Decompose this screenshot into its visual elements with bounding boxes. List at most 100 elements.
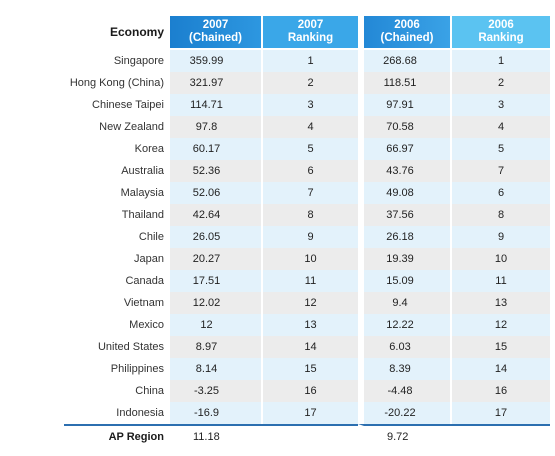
value-2007-cell: 12.02 [170,292,261,314]
table-row: Mexico 12 13 12.22 12 [64,314,550,336]
header-2006-ranking: 2006 Ranking [450,16,550,48]
table-row: Australia 52.36 6 43.76 7 [64,160,550,182]
rank-2007-cell: 7 [261,182,358,204]
rank-2006-cell: 6 [450,182,550,204]
rank-2006-cell: 8 [450,204,550,226]
economy-cell: Mexico [64,314,170,336]
economy-cell: Korea [64,138,170,160]
table-row: United States 8.97 14 6.03 15 [64,336,550,358]
table-row: Thailand 42.64 8 37.56 8 [64,204,550,226]
rank-2006-cell: 3 [450,94,550,116]
table-row: Malaysia 52.06 7 49.08 6 [64,182,550,204]
value-2006-cell: 19.39 [358,248,450,270]
table-row: Canada 17.51 11 15.09 11 [64,270,550,292]
value-2006-cell: -20.22 [358,402,450,424]
rank-2007-cell: 6 [261,160,358,182]
economy-cell: China [64,380,170,402]
value-2006-cell: 97.91 [358,94,450,116]
table-body: Singapore 359.99 1 268.68 1 Hong Kong (China)… [64,50,550,424]
value-2007-cell: 20.27 [170,248,261,270]
rank-2007-cell: 3 [261,94,358,116]
value-2007-cell: 17.51 [170,270,261,292]
economy-cell: Hong Kong (China) [64,72,170,94]
footer-economy: AP Region [64,424,170,448]
economy-cell: United States [64,336,170,358]
table-row: China -3.25 16 -4.48 16 [64,380,550,402]
rank-2007-cell: 4 [261,116,358,138]
table-row: New Zealand 97.8 4 70.58 4 [64,116,550,138]
header-2007-chained: 2007 (Chained) [170,16,261,48]
rank-2006-cell: 16 [450,380,550,402]
header-row: Economy 2007 (Chained) 2007 Ranking 2006 (C… [64,16,550,48]
value-2006-cell: 70.58 [358,116,450,138]
rank-2006-cell: 5 [450,138,550,160]
rank-2007-cell: 5 [261,138,358,160]
table-row: Korea 60.17 5 66.97 5 [64,138,550,160]
table-row: Japan 20.27 10 19.39 10 [64,248,550,270]
value-2007-cell: 26.05 [170,226,261,248]
rank-2007-cell: 1 [261,50,358,72]
table-row: Indonesia -16.9 17 -20.22 17 [64,402,550,424]
value-2007-cell: 52.06 [170,182,261,204]
economy-cell: Japan [64,248,170,270]
rank-2006-cell: 11 [450,270,550,292]
table-row: Vietnam 12.02 12 9.4 13 [64,292,550,314]
economy-cell: New Zealand [64,116,170,138]
value-2007-cell: 12 [170,314,261,336]
table-row: Hong Kong (China) 321.97 2 118.51 2 [64,72,550,94]
value-2007-cell: 42.64 [170,204,261,226]
table-row: Chinese Taipei 114.71 3 97.91 3 [64,94,550,116]
economy-cell: Thailand [64,204,170,226]
rank-2006-cell: 13 [450,292,550,314]
value-2006-cell: 8.39 [358,358,450,380]
rank-2007-cell: 13 [261,314,358,336]
rank-2007-cell: 10 [261,248,358,270]
rank-2007-cell: 14 [261,336,358,358]
rank-2006-cell: 15 [450,336,550,358]
header-2006-chained: 2006 (Chained) [358,16,450,48]
value-2006-cell: 37.56 [358,204,450,226]
economy-cell: Philippines [64,358,170,380]
rank-2006-cell: 7 [450,160,550,182]
rank-2007-cell: 15 [261,358,358,380]
economy-cell: Canada [64,270,170,292]
value-2007-cell: 60.17 [170,138,261,160]
value-2007-cell: -3.25 [170,380,261,402]
economy-cell: Malaysia [64,182,170,204]
value-2007-cell: 97.8 [170,116,261,138]
rank-2007-cell: 9 [261,226,358,248]
economy-cell: Australia [64,160,170,182]
table-row: Philippines 8.14 15 8.39 14 [64,358,550,380]
value-2006-cell: 43.76 [358,160,450,182]
rank-2007-cell: 2 [261,72,358,94]
value-2006-cell: 49.08 [358,182,450,204]
economy-cell: Chile [64,226,170,248]
rank-2007-cell: 17 [261,402,358,424]
rank-2007-cell: 11 [261,270,358,292]
economy-rankings-table: Economy 2007 (Chained) 2007 Ranking 2006 (C… [64,16,550,448]
rank-2006-cell: 9 [450,226,550,248]
table-row: Chile 26.05 9 26.18 9 [64,226,550,248]
rank-2007-cell: 16 [261,380,358,402]
footer-2006-rank [450,424,550,448]
rank-2006-cell: 4 [450,116,550,138]
rank-2006-cell: 12 [450,314,550,336]
rankings-table-container: Economy 2007 (Chained) 2007 Ranking 2006 (C… [64,16,550,448]
value-2006-cell: 12.22 [358,314,450,336]
economy-cell: Indonesia [64,402,170,424]
value-2007-cell: 321.97 [170,72,261,94]
value-2007-cell: -16.9 [170,402,261,424]
value-2006-cell: 9.4 [358,292,450,314]
value-2006-cell: -4.48 [358,380,450,402]
value-2007-cell: 8.14 [170,358,261,380]
footer-2007-rank [261,424,358,448]
rank-2006-cell: 17 [450,402,550,424]
rank-2007-cell: 8 [261,204,358,226]
value-2006-cell: 268.68 [358,50,450,72]
rank-2006-cell: 14 [450,358,550,380]
value-2007-cell: 114.71 [170,94,261,116]
value-2006-cell: 15.09 [358,270,450,292]
footer-row-ap-region: AP Region 11.18 9.72 [64,424,550,448]
rank-2006-cell: 10 [450,248,550,270]
header-economy: Economy [109,24,164,39]
